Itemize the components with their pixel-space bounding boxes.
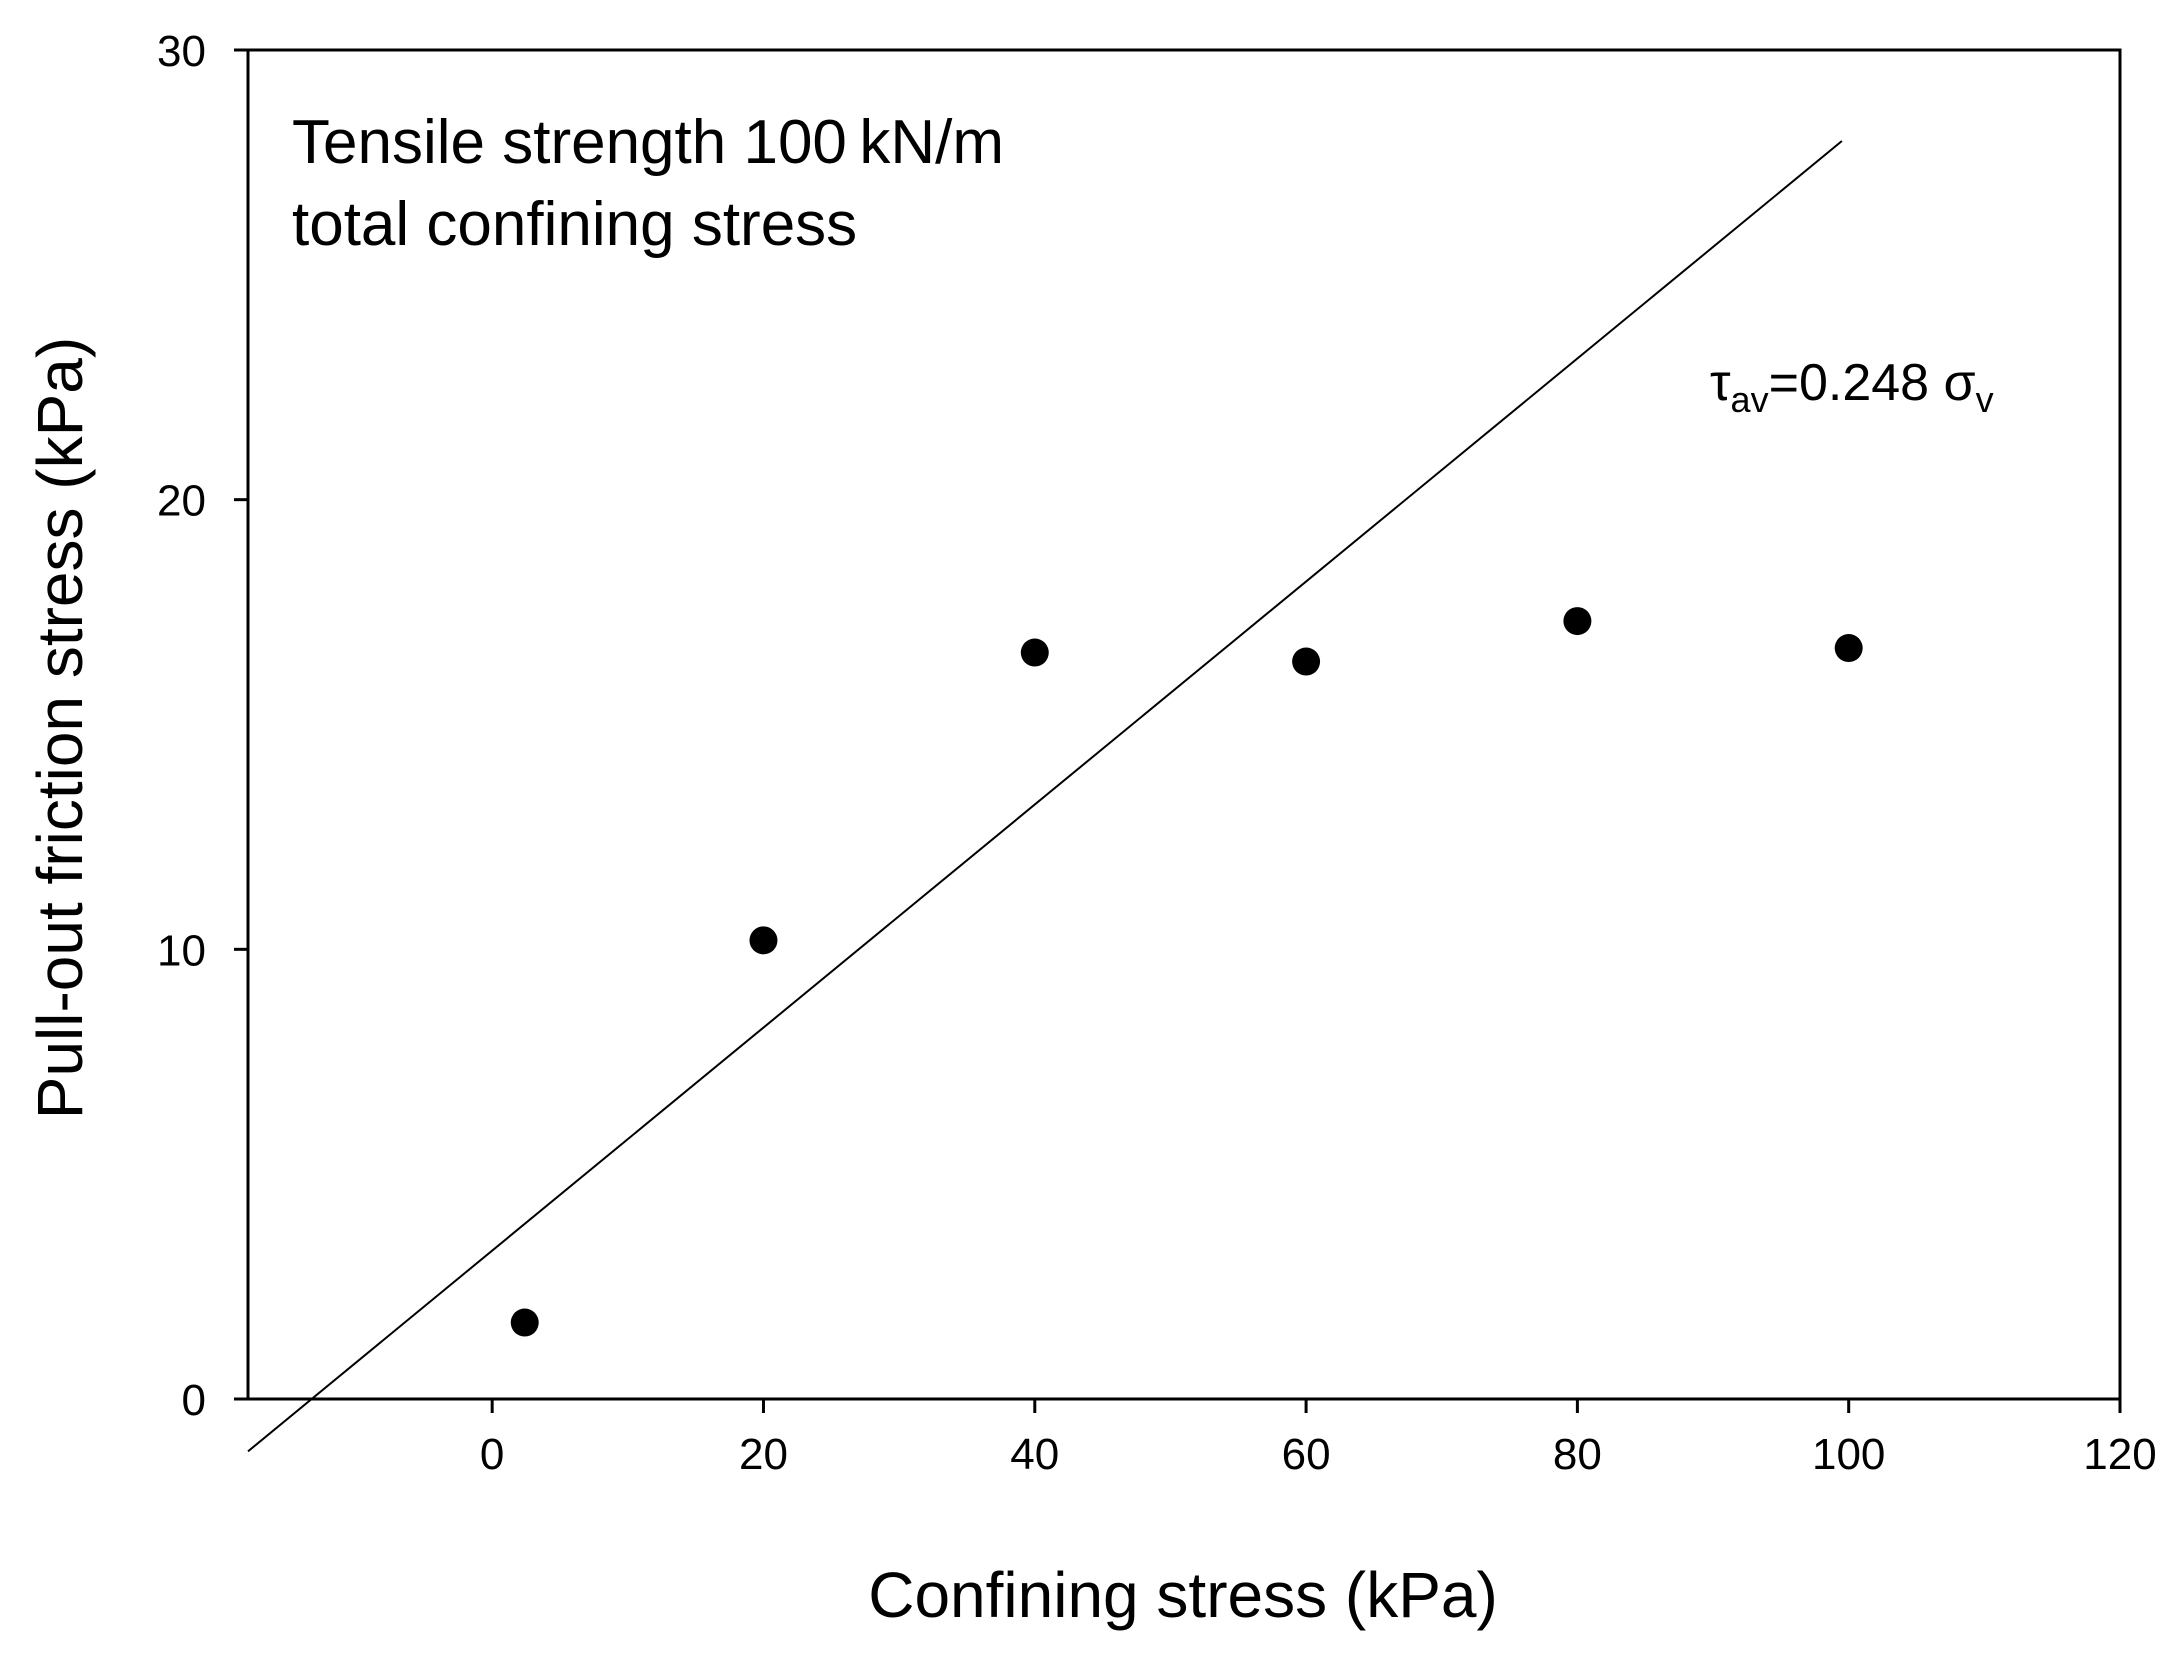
y-axis-title: Pull-out friction stress (kPa) bbox=[24, 337, 96, 1119]
data-points bbox=[510, 607, 1863, 1337]
y-tick-label: 30 bbox=[157, 27, 206, 76]
x-tick-label: 60 bbox=[1282, 1430, 1331, 1479]
y-tick-label: 10 bbox=[157, 926, 206, 975]
data-point bbox=[1834, 634, 1863, 663]
annotation-line-2: total confining stress bbox=[292, 190, 857, 259]
x-tick-label: 20 bbox=[739, 1430, 788, 1479]
data-point bbox=[1563, 607, 1592, 636]
tau-symbol: τ bbox=[1710, 354, 1731, 412]
data-point bbox=[749, 926, 778, 955]
annotation-line-1: Tensile strength 100 kN/m bbox=[292, 108, 1004, 177]
sigma-symbol: σ bbox=[1944, 354, 1976, 412]
y-axis-ticks: 0 10 20 30 bbox=[157, 27, 248, 1425]
fit-line bbox=[247, 140, 1843, 1453]
plot-frame bbox=[246, 48, 2122, 1401]
x-tick-label: 40 bbox=[1010, 1430, 1059, 1479]
x-axis-title: Confining stress (kPa) bbox=[868, 1559, 1498, 1631]
y-tick-label: 20 bbox=[157, 477, 206, 526]
x-tick-label: 0 bbox=[480, 1430, 504, 1479]
equation-body: =0.248 bbox=[1769, 354, 1944, 412]
data-point bbox=[1292, 647, 1321, 676]
tau-subscript: av bbox=[1731, 379, 1769, 420]
plot-border bbox=[246, 48, 2122, 1401]
x-tick-label: 100 bbox=[1812, 1430, 1885, 1479]
data-point bbox=[1020, 638, 1049, 667]
data-point bbox=[510, 1308, 539, 1337]
x-tick-label: 80 bbox=[1553, 1430, 1602, 1479]
fit-equation-label: τav=0.248 σv bbox=[1710, 354, 1994, 420]
x-tick-label: 120 bbox=[2083, 1430, 2156, 1479]
x-axis-ticks: 0 20 40 60 80 100 120 bbox=[480, 1399, 2157, 1479]
y-tick-label: 0 bbox=[182, 1376, 206, 1425]
sigma-subscript: v bbox=[1976, 379, 1994, 420]
fit-line-group bbox=[247, 140, 1843, 1453]
